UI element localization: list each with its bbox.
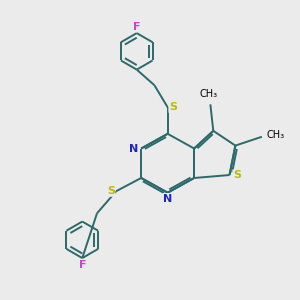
Text: CH₃: CH₃ <box>266 130 284 140</box>
Text: S: S <box>233 170 241 180</box>
Text: S: S <box>107 186 115 196</box>
Text: F: F <box>79 260 86 269</box>
Text: F: F <box>133 22 140 32</box>
Text: N: N <box>129 143 138 154</box>
Text: CH₃: CH₃ <box>200 89 218 99</box>
Text: N: N <box>163 194 172 204</box>
Text: S: S <box>169 102 177 112</box>
